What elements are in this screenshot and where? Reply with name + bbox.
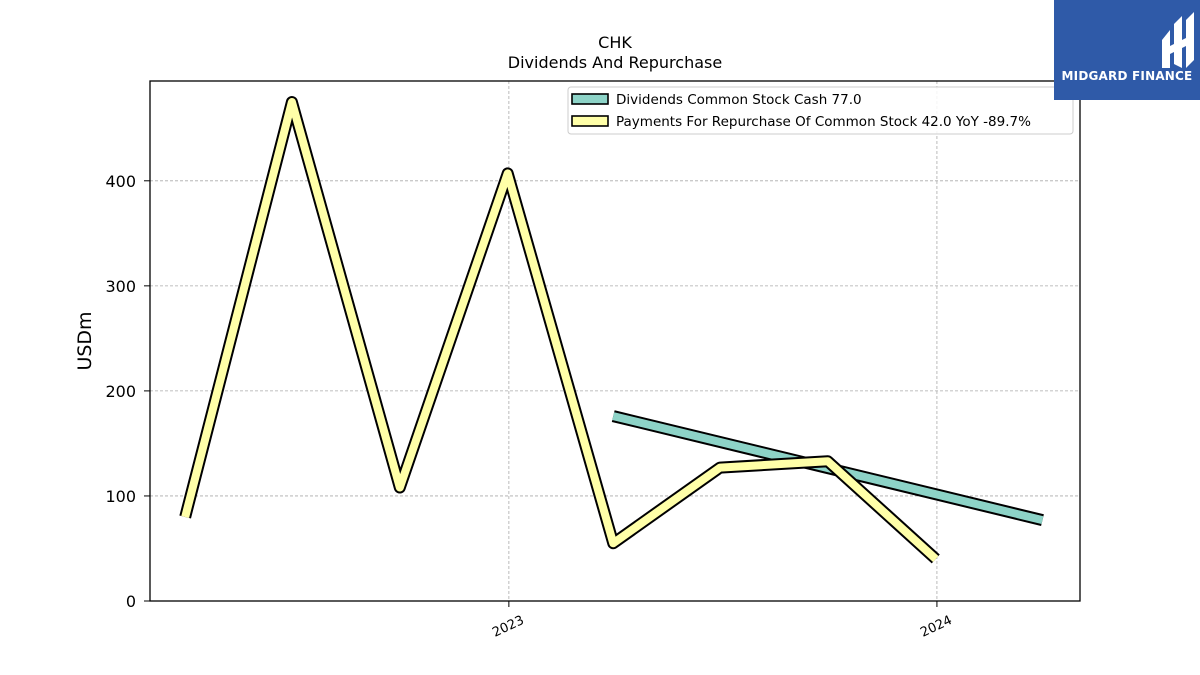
plot-frame <box>149 80 1081 602</box>
y-axis-label: USDm <box>74 311 96 370</box>
x-tick-label: 2024 <box>918 613 954 641</box>
y-tick-label: 300 <box>105 277 136 296</box>
logo-text: MIDGARD FINANCE <box>1061 69 1193 83</box>
legend-swatch <box>571 93 609 105</box>
x-tick-label: 2023 <box>490 613 526 641</box>
payments-for-repurchase-of-common-stock-line-outline <box>179 96 940 564</box>
legend-swatch <box>571 115 609 127</box>
y-tick-label: 200 <box>105 382 136 401</box>
series-layer <box>179 96 1044 564</box>
y-tick-label: 0 <box>126 592 136 611</box>
brand-logo: MIDGARD FINANCE <box>1054 0 1200 100</box>
y-tick-label: 400 <box>105 172 136 191</box>
payments-for-repurchase-of-common-stock-line <box>181 98 939 562</box>
grid-lines <box>150 81 1080 601</box>
y-tick-label: 100 <box>105 487 136 506</box>
legend: Dividends Common Stock Cash 77.0 Payments… <box>567 86 1074 135</box>
legend-label: Payments For Repurchase Of Common Stock … <box>616 114 1031 130</box>
chart-subtitle: Dividends And Repurchase <box>508 53 722 72</box>
legend-box <box>567 86 1074 135</box>
chart-title: CHK <box>598 33 632 52</box>
legend-label: Dividends Common Stock Cash 77.0 <box>616 92 862 108</box>
logo-mark-icon <box>1162 12 1194 68</box>
x-axis: 2023 2024 <box>490 601 955 641</box>
y-axis: 0 100 200 300 400 <box>105 172 150 611</box>
